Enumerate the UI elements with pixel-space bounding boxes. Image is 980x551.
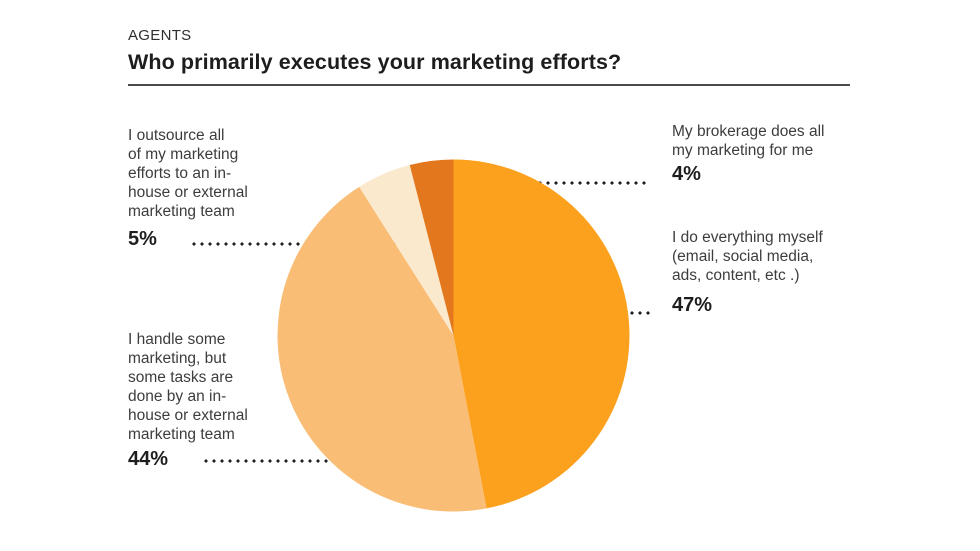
title-underline xyxy=(128,84,850,86)
pie-chart xyxy=(277,159,630,512)
callout-handle-some-text: I handle some marketing, but some tasks … xyxy=(128,331,248,443)
pie-slice-1 xyxy=(277,186,487,512)
callout-everything-text: I do everything myself (email, social me… xyxy=(672,229,823,284)
callout-handle-some-value: 44% xyxy=(128,448,169,470)
leader-line-handle-some xyxy=(202,459,412,463)
chart-eyebrow: AGENTS xyxy=(128,27,192,44)
pie-slice-2 xyxy=(359,165,454,336)
callout-everything-value: 47% xyxy=(672,294,713,316)
callout-outsource-text: I outsource all of my marketing efforts … xyxy=(128,127,248,220)
callout-brokerage-value: 4% xyxy=(672,163,701,185)
leader-line-outsource xyxy=(190,242,412,246)
pie-slice-3 xyxy=(409,159,454,336)
pie-chart-svg xyxy=(277,159,630,512)
chart-title: Who primarily executes your marketing ef… xyxy=(128,50,622,74)
pie-slice-0 xyxy=(453,159,630,509)
callout-outsource-value: 5% xyxy=(128,228,157,250)
callout-brokerage-text: My brokerage does all my marketing for m… xyxy=(672,123,825,159)
